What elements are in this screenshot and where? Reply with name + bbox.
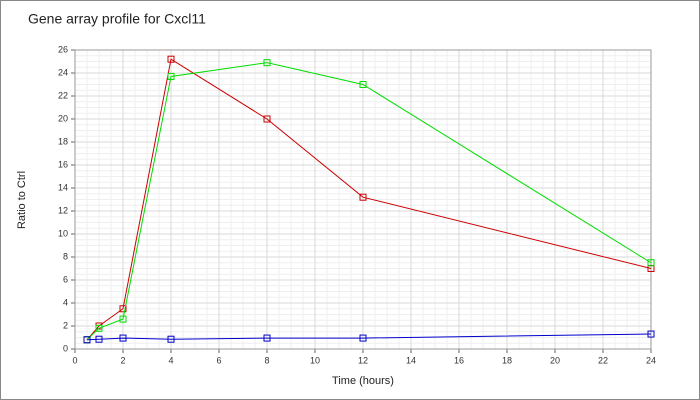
x-tick-label: 6	[216, 355, 221, 365]
point-marker	[95, 324, 103, 332]
x-tick-label: 2	[120, 355, 125, 365]
y-axis-label: Ratio to Ctrl	[16, 171, 28, 229]
chart-title: Gene array profile for Cxcl11	[28, 11, 206, 27]
x-tick-label: 8	[264, 355, 269, 365]
point-marker	[119, 315, 127, 323]
x-tick-label: 16	[454, 355, 464, 365]
point-marker	[119, 334, 127, 342]
x-tick-label: 14	[406, 355, 416, 365]
point-marker	[359, 193, 367, 201]
x-tick-label: 18	[502, 355, 512, 365]
point-marker	[83, 336, 91, 344]
y-tick-label: 8	[63, 251, 68, 261]
x-tick-label: 0	[72, 355, 77, 365]
y-tick-label: 26	[58, 44, 68, 54]
series-line	[86, 62, 652, 341]
point-marker	[167, 335, 175, 343]
point-marker	[263, 334, 271, 342]
y-tick-label: 10	[58, 228, 68, 238]
y-tick-label: 0	[63, 343, 68, 353]
y-tick-label: 4	[63, 297, 68, 307]
x-axis-label: Time (hours)	[332, 375, 394, 387]
x-tick-label: 20	[550, 355, 560, 365]
y-tick-label: 22	[58, 90, 68, 100]
x-tick-label: 22	[598, 355, 608, 365]
point-marker	[359, 334, 367, 342]
y-tick-label: 16	[58, 159, 68, 169]
x-tick-label: 24	[646, 355, 656, 365]
point-marker	[647, 259, 655, 267]
y-tick-label: 18	[58, 136, 68, 146]
point-marker	[95, 335, 103, 343]
x-tick-label: 12	[358, 355, 368, 365]
x-tick-label: 10	[310, 355, 320, 365]
series-line	[86, 333, 652, 341]
point-marker	[167, 72, 175, 80]
y-tick-label: 12	[58, 205, 68, 215]
y-tick-label: 20	[58, 113, 68, 123]
y-tick-label: 14	[58, 182, 68, 192]
point-marker	[263, 115, 271, 123]
series-line	[86, 58, 652, 341]
point-marker	[263, 59, 271, 67]
y-tick-label: 6	[63, 274, 68, 284]
y-tick-label: 24	[58, 67, 68, 77]
x-tick-label: 4	[168, 355, 173, 365]
plot-border	[74, 49, 652, 350]
point-marker	[167, 55, 175, 63]
y-tick-label: 2	[63, 320, 68, 330]
point-marker	[119, 305, 127, 313]
point-marker	[647, 330, 655, 338]
point-marker	[359, 81, 367, 88]
